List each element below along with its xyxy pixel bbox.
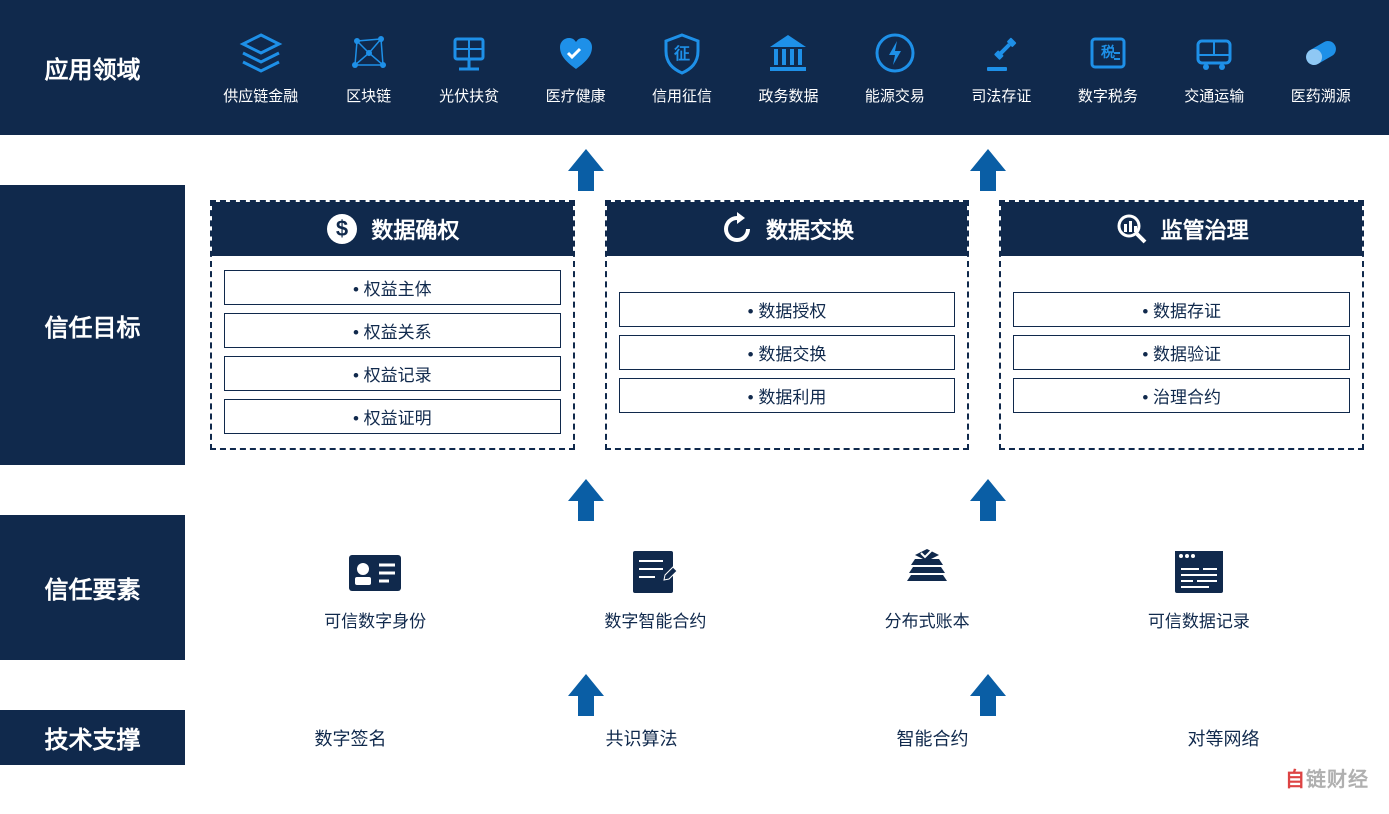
contract-icon [623, 543, 687, 599]
app-label: 司法存证 [971, 85, 1031, 106]
goal-card-data-exchange: 数据交换数据授权数据交换数据利用 [605, 200, 970, 450]
tech-content: 数字签名 共识算法 智能合约 对等网络 [185, 710, 1389, 765]
row-trust-elements: 信任要素 可信数字身份 数字智能合约 分布式账本 可信数据记录 [0, 515, 1389, 660]
app-label: 信用征信 [652, 85, 712, 106]
elements-content: 可信数字身份 数字智能合约 分布式账本 可信数据记录 [185, 515, 1389, 660]
row-tech-support: 技术支撑 数字签名 共识算法 智能合约 对等网络 [0, 710, 1389, 765]
transport-icon [1190, 29, 1238, 77]
goal-card-data-rights: 数据确权权益主体权益关系权益记录权益证明 [210, 200, 575, 450]
app-label: 供应链金融 [223, 85, 298, 106]
tech-item: 智能合约 [897, 725, 969, 751]
goal-header: 监管治理 [1001, 202, 1362, 256]
goal-body: 数据授权数据交换数据利用 [607, 256, 968, 448]
apps-content: 供应链金融 区块链 光伏扶贫 医疗健康 信用征信 政务数据 能源交易 司法存证 数字税务 交通运输… [185, 0, 1389, 135]
label-elements: 信任要素 [0, 515, 185, 660]
analytics-icon [1115, 212, 1149, 246]
app-label: 光伏扶贫 [439, 85, 499, 106]
element-label: 可信数据记录 [1148, 607, 1250, 632]
app-label: 区块链 [346, 85, 391, 106]
goal-item: 权益证明 [224, 399, 561, 434]
tax-icon [1084, 29, 1132, 77]
goal-title: 数据确权 [371, 213, 459, 245]
app-item-tax: 数字税务 [1078, 29, 1138, 106]
app-item-healthcare: 医疗健康 [546, 29, 606, 106]
credit-icon [658, 29, 706, 77]
judicial-icon [977, 29, 1025, 77]
element-label: 数字智能合约 [604, 607, 706, 632]
app-item-pharma: 医药溯源 [1291, 29, 1351, 106]
row-trust-goals: 信任目标 数据确权权益主体权益关系权益记录权益证明数据交换数据授权数据交换数据利… [0, 185, 1389, 465]
app-item-gov-affairs: 政务数据 [758, 29, 818, 106]
app-label: 能源交易 [865, 85, 925, 106]
goal-item: 数据授权 [619, 292, 956, 327]
goal-body: 数据存证数据验证治理合约 [1001, 256, 1362, 448]
app-item-judicial: 司法存证 [971, 29, 1031, 106]
ledger-icon [895, 543, 959, 599]
goal-item: 数据交换 [619, 335, 956, 370]
tech-item: 数字签名 [315, 725, 387, 751]
refresh-icon [720, 212, 754, 246]
label-apps: 应用领域 [0, 0, 185, 135]
element-label: 分布式账本 [885, 607, 970, 632]
goal-item: 治理合约 [1013, 378, 1350, 413]
app-item-blockchain: 区块链 [345, 29, 393, 106]
app-label: 医药溯源 [1291, 85, 1351, 106]
goal-body: 权益主体权益关系权益记录权益证明 [212, 256, 573, 448]
goal-item: 权益记录 [224, 356, 561, 391]
app-label: 政务数据 [758, 85, 818, 106]
app-item-pv-poverty: 光伏扶贫 [439, 29, 499, 106]
arrow-up-icon [970, 149, 1006, 171]
identity-icon [343, 543, 407, 599]
app-item-credit: 信用征信 [652, 29, 712, 106]
pv-poverty-icon [445, 29, 493, 77]
app-label: 交通运输 [1184, 85, 1244, 106]
app-label: 医疗健康 [546, 85, 606, 106]
goal-item: 数据存证 [1013, 292, 1350, 327]
goal-title: 数据交换 [766, 213, 854, 245]
arrow-up-icon [970, 674, 1006, 696]
energy-icon [871, 29, 919, 77]
label-tech: 技术支撑 [0, 710, 185, 765]
arrow-up-icon [970, 479, 1006, 501]
pharma-icon [1297, 29, 1345, 77]
app-item-supply-chain: 供应链金融 [223, 29, 298, 106]
record-icon [1167, 543, 1231, 599]
app-item-energy: 能源交易 [865, 29, 925, 106]
blockchain-icon [345, 29, 393, 77]
label-goals: 信任目标 [0, 185, 185, 465]
tech-item: 对等网络 [1188, 725, 1260, 751]
tech-item: 共识算法 [606, 725, 678, 751]
goal-item: 权益关系 [224, 313, 561, 348]
element-item-identity: 可信数字身份 [324, 543, 426, 632]
goals-content: 数据确权权益主体权益关系权益记录权益证明数据交换数据授权数据交换数据利用监管治理… [185, 185, 1389, 465]
goal-card-governance: 监管治理数据存证数据验证治理合约 [999, 200, 1364, 450]
watermark: 自链财经 [1285, 763, 1369, 792]
arrow-up-icon [568, 479, 604, 501]
spacer-3 [0, 660, 1389, 710]
dollar-icon [325, 212, 359, 246]
spacer-1 [0, 135, 1389, 185]
goal-header: 数据确权 [212, 202, 573, 256]
goal-item: 数据利用 [619, 378, 956, 413]
goal-item: 数据验证 [1013, 335, 1350, 370]
row-application-domain: 应用领域 供应链金融 区块链 光伏扶贫 医疗健康 信用征信 政务数据 能源交易 司法存证 数字税… [0, 0, 1389, 135]
element-item-contract: 数字智能合约 [604, 543, 706, 632]
arrow-up-icon [568, 674, 604, 696]
element-item-ledger: 分布式账本 [885, 543, 970, 632]
element-item-record: 可信数据记录 [1148, 543, 1250, 632]
spacer-2 [0, 465, 1389, 515]
goal-header: 数据交换 [607, 202, 968, 256]
app-label: 数字税务 [1078, 85, 1138, 106]
gov-affairs-icon [764, 29, 812, 77]
app-item-transport: 交通运输 [1184, 29, 1244, 106]
goal-item: 权益主体 [224, 270, 561, 305]
supply-chain-icon [237, 29, 285, 77]
healthcare-icon [552, 29, 600, 77]
element-label: 可信数字身份 [324, 607, 426, 632]
goal-title: 监管治理 [1161, 213, 1249, 245]
arrow-up-icon [568, 149, 604, 171]
